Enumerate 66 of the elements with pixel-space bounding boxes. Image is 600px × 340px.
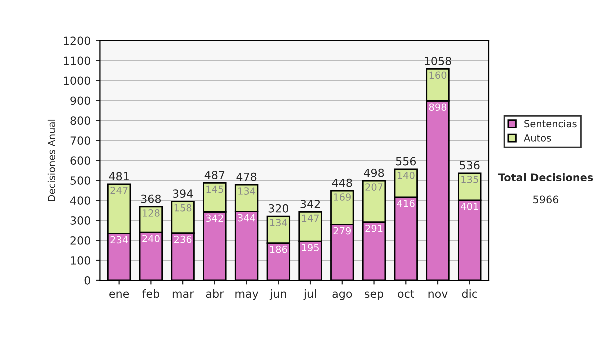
x-tick-label: oct <box>398 290 415 298</box>
total-label: 487 <box>204 171 225 180</box>
y-tick-label: 1000 <box>64 76 90 86</box>
text: Total Decisiones <box>498 173 594 182</box>
total-label: 1058 <box>425 57 452 66</box>
y-axis-title: Decisiones Anual <box>48 120 56 202</box>
total-label: 448 <box>332 178 352 188</box>
legend-label: Sentencias <box>524 120 577 128</box>
data-label: 186 <box>270 246 288 254</box>
y-tick-label: 600 <box>70 156 90 166</box>
y-tick-label: 100 <box>71 256 90 265</box>
legend-label: Autos <box>524 134 552 142</box>
data-label: 234 <box>110 236 128 244</box>
x-tick-label: ene <box>110 292 130 298</box>
text: 5966 <box>534 196 559 204</box>
y-tick-label: 200 <box>70 236 90 245</box>
x-tick-label: sep <box>365 292 384 300</box>
data-label: 140 <box>398 172 415 180</box>
data-label: 236 <box>174 236 192 244</box>
data-label: 158 <box>174 204 192 212</box>
data-label: 291 <box>366 224 383 232</box>
data-label: 247 <box>110 186 128 194</box>
data-label: 207 <box>366 184 383 191</box>
y-tick-label: 1200 <box>64 36 90 46</box>
x-tick-label: may <box>236 292 259 300</box>
total-label: 368 <box>141 194 162 204</box>
y-tick-label: 1100 <box>64 56 90 66</box>
x-tick-label: nov <box>428 292 448 298</box>
y-tick-label: 300 <box>70 216 90 225</box>
x-tick-label: abr <box>206 290 224 298</box>
x-tick-label: jul <box>304 290 316 300</box>
y-tick-label: 900 <box>70 96 90 106</box>
data-label: 160 <box>430 72 447 80</box>
data-label: 416 <box>397 200 415 208</box>
total-label: 556 <box>396 157 416 166</box>
data-label: 147 <box>302 214 319 222</box>
total-label: 481 <box>109 172 129 181</box>
y-tick-label: 0 <box>84 276 90 285</box>
data-label: 169 <box>334 194 351 201</box>
x-tick-label: jun <box>270 290 286 300</box>
total-label: 478 <box>236 172 257 182</box>
data-label: 279 <box>334 227 351 235</box>
x-tick-label: feb <box>142 290 160 298</box>
y-tick-label: 800 <box>70 116 90 126</box>
data-label: 134 <box>238 188 256 195</box>
total-label: 320 <box>268 204 289 213</box>
data-label: 898 <box>429 104 447 112</box>
data-label: 401 <box>461 202 478 210</box>
data-label: 344 <box>238 214 256 222</box>
data-label: 134 <box>270 219 288 227</box>
y-tick-label: 500 <box>70 176 90 186</box>
total-label: 498 <box>364 168 384 178</box>
x-tick-label: mar <box>172 292 194 298</box>
y-tick-label: 400 <box>70 196 90 205</box>
x-tick-label: ago <box>332 292 352 300</box>
data-label: 342 <box>206 214 224 222</box>
data-label: 135 <box>462 176 478 184</box>
data-label: 128 <box>142 210 160 217</box>
data-label: 240 <box>142 235 160 242</box>
total-label: 394 <box>173 190 194 198</box>
data-label: 145 <box>206 186 224 194</box>
total-label: 536 <box>460 161 480 170</box>
y-tick-label: 700 <box>70 136 90 146</box>
data-label: 195 <box>302 244 319 252</box>
x-tick-label: dic <box>462 290 478 298</box>
total-label: 342 <box>300 200 320 208</box>
